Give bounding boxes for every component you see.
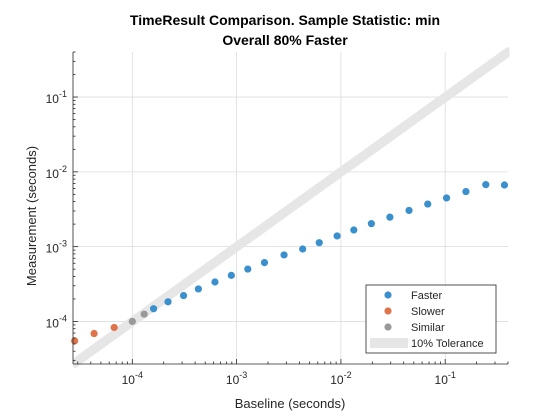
legend-marker-similar — [384, 323, 392, 331]
point-faster-2 — [179, 291, 188, 300]
chart-subtitle: Overall 80% Faster — [222, 32, 348, 48]
point-faster-12 — [350, 226, 358, 234]
point-faster-18 — [462, 187, 470, 196]
point-slower-2 — [110, 323, 118, 332]
legend-label-faster: Faster — [411, 290, 443, 302]
y-tick-label-1: 10-3 — [46, 239, 67, 256]
point-faster-3 — [194, 285, 202, 293]
point-faster-13 — [367, 220, 375, 228]
point-faster-5 — [227, 271, 235, 279]
legend-swatch-tolerance — [370, 338, 408, 348]
y-tick-label-0: 10-4 — [46, 313, 67, 330]
point-faster-6 — [244, 265, 252, 273]
point-faster-20 — [500, 181, 509, 189]
point-faster-1 — [164, 298, 172, 306]
point-faster-16 — [424, 200, 432, 208]
point-faster-8 — [280, 251, 288, 259]
chart-title: TimeResult Comparison. Sample Statistic:… — [130, 12, 440, 28]
point-faster-10 — [315, 239, 323, 247]
point-faster-4 — [211, 278, 219, 286]
legend-marker-faster — [384, 291, 392, 299]
point-faster-0 — [149, 305, 158, 313]
x-tick-label-2: 10-2 — [330, 370, 351, 387]
point-slower-1 — [90, 329, 98, 338]
point-faster-9 — [299, 245, 307, 253]
plot-area: 10-4 10-3 10-2 10-1 10-4 10-3 10-2 10-1 — [46, 47, 510, 387]
legend-label-slower: Slower — [411, 306, 445, 318]
legend-label-similar: Similar — [411, 322, 445, 334]
point-faster-17 — [442, 194, 451, 202]
tick-labels: 10-4 10-3 10-2 10-1 10-4 10-3 10-2 10-1 — [46, 89, 456, 387]
tolerance-band-shape — [73, 47, 510, 368]
point-similar-0 — [128, 317, 136, 326]
point-faster-14 — [386, 213, 394, 221]
x-tick-label-1: 10-3 — [226, 370, 247, 387]
point-faster-11 — [333, 232, 341, 240]
point-faster-7 — [260, 259, 269, 267]
axes — [72, 51, 509, 365]
y-tick-label-3: 10-1 — [46, 89, 67, 106]
x-axis-label: Baseline (seconds) — [235, 396, 346, 411]
point-faster-15 — [405, 206, 413, 215]
y-axis-label: Measurement (seconds) — [24, 146, 39, 286]
x-tick-label-3: 10-1 — [435, 370, 456, 387]
point-similar-1 — [140, 310, 148, 318]
legend-label-tolerance: 10% Tolerance — [411, 338, 484, 350]
data-points — [71, 181, 509, 345]
y-tick-label-2: 10-2 — [46, 164, 67, 181]
tolerance-band — [73, 47, 510, 368]
point-faster-19 — [482, 181, 490, 189]
legend-marker-slower — [384, 307, 392, 315]
legend: Faster Slower Similar 10% Tolerance — [365, 284, 497, 354]
x-tick-label-0: 10-4 — [122, 370, 143, 387]
